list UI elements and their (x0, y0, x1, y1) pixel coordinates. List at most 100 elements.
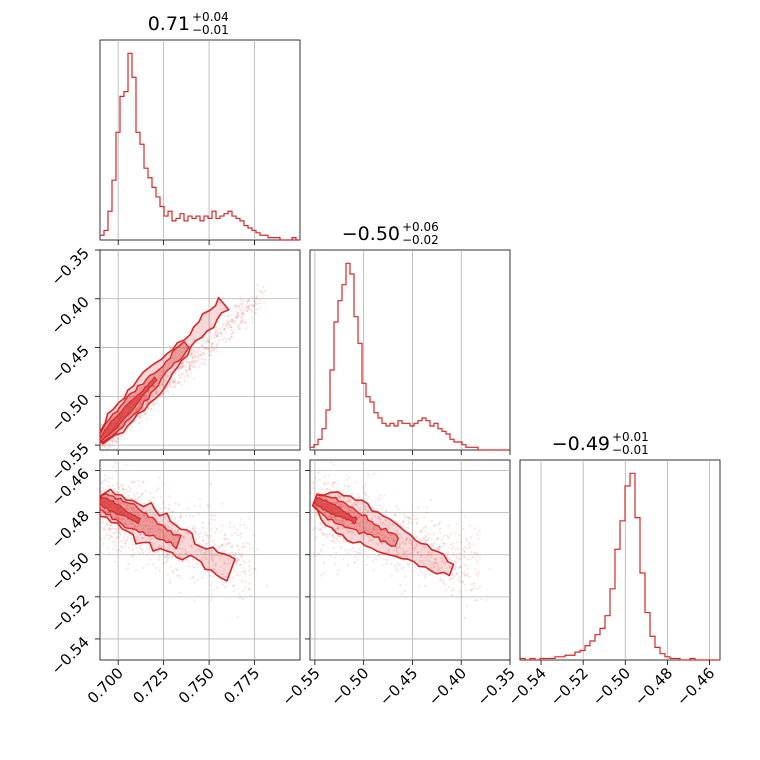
scatter-point (210, 345, 213, 348)
scatter-point (224, 545, 227, 548)
scatter-point (97, 434, 99, 436)
scatter-point (239, 302, 242, 305)
scatter-point (478, 530, 481, 533)
scatter-point (206, 337, 209, 340)
scatter-point (166, 547, 169, 551)
scatter-point (132, 507, 135, 510)
scatter-point (223, 562, 226, 565)
scatter-point (338, 540, 341, 543)
scatter-point (200, 353, 203, 356)
scatter-point (156, 545, 159, 548)
scatter-point (340, 504, 344, 508)
scatter-point (427, 552, 430, 555)
scatter-point (347, 531, 350, 534)
x-tick-label: −0.55 (278, 664, 323, 709)
scatter-point (122, 540, 125, 543)
scatter-point (226, 573, 229, 576)
scatter-point (188, 365, 191, 368)
scatter-point (459, 540, 462, 544)
scatter-point (172, 393, 175, 397)
scatter-point (193, 377, 196, 380)
scatter-point (157, 528, 160, 531)
scatter-point (115, 515, 118, 518)
scatter-point (230, 335, 233, 338)
scatter-point (242, 523, 245, 527)
scatter-point (424, 529, 427, 532)
scatter-point (126, 504, 129, 508)
scatter-point (117, 536, 120, 539)
scatter-point (408, 541, 411, 545)
scatter-point (95, 430, 97, 432)
scatter-point (108, 446, 111, 449)
scatter-point (156, 550, 159, 554)
scatter-point (259, 306, 262, 309)
scatter-point (338, 495, 342, 499)
scatter-point (129, 429, 132, 432)
scatter-point (408, 539, 412, 542)
scatter-point (425, 525, 428, 528)
scatter-point (194, 531, 197, 534)
scatter-point (248, 573, 251, 577)
scatter-point (403, 515, 406, 519)
scatter-point (137, 514, 140, 517)
scatter-point (382, 537, 385, 540)
scatter-point (244, 306, 247, 310)
scatter-point (463, 571, 466, 574)
scatter-point (254, 301, 257, 305)
scatter-point (419, 530, 422, 533)
scatter-point (160, 382, 164, 385)
scatter-point (151, 563, 155, 566)
scatter-point (331, 484, 334, 487)
scatter-point (335, 526, 338, 530)
scatter-point (248, 308, 251, 311)
scatter-point (256, 283, 259, 286)
scatter-point (348, 500, 351, 503)
scatter-point (154, 533, 157, 536)
scatter-point (193, 361, 197, 364)
scatter-point (454, 531, 457, 534)
scatter-point (129, 487, 132, 491)
scatter-point (346, 529, 350, 532)
scatter-point (388, 522, 391, 525)
scatter-point (244, 309, 247, 312)
scatter-point (225, 324, 228, 328)
scatter-point (208, 549, 211, 552)
scatter-point (463, 583, 466, 587)
scatter-point (317, 553, 320, 556)
scatter-point (340, 545, 343, 549)
scatter-point (135, 497, 138, 500)
scatter-point (259, 302, 262, 305)
scatter-point (405, 539, 408, 542)
scatter-point (105, 495, 108, 498)
scatter-point (97, 453, 99, 455)
scatter-point (439, 579, 442, 582)
scatter-point (195, 554, 198, 557)
scatter-point (470, 589, 473, 592)
scatter-point (158, 387, 161, 390)
scatter-point (148, 508, 152, 512)
scatter-point (247, 564, 251, 568)
scatter-point (326, 535, 329, 538)
scatter-point (108, 529, 111, 532)
scatter-point (361, 520, 364, 523)
scatter-point (131, 480, 134, 483)
scatter-point (264, 289, 267, 292)
scatter-point (120, 545, 123, 548)
scatter-point (92, 497, 94, 499)
scatter-point (190, 544, 193, 547)
scatter-point (190, 362, 194, 365)
scatter-point (217, 327, 221, 330)
scatter-point (446, 535, 450, 538)
scatter-point (228, 562, 231, 565)
scatter-point (201, 348, 205, 351)
scatter-point (488, 568, 491, 571)
scatter-point (330, 515, 333, 519)
scatter-point (410, 549, 414, 552)
scatter-point (114, 461, 117, 464)
scatter-point (453, 575, 456, 578)
panel-title: −0.50 +0.06−0.02 (342, 220, 439, 247)
scatter-point (144, 394, 147, 397)
scatter-point (151, 525, 154, 528)
scatter-point (102, 541, 105, 545)
scatter-point (134, 409, 138, 412)
